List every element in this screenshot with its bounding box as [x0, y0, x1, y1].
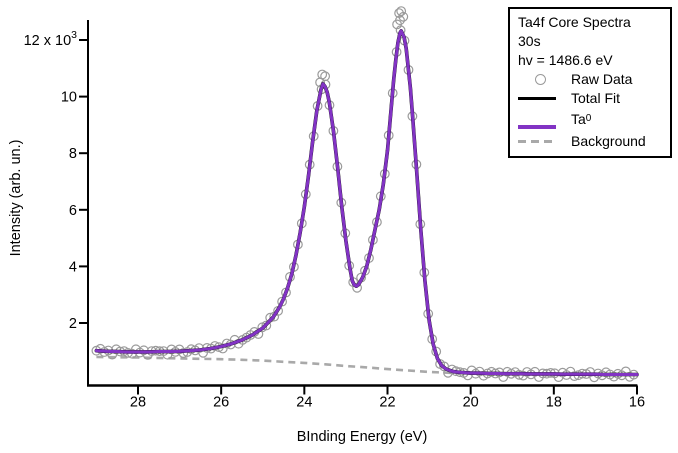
raw-data-point: [398, 11, 409, 22]
x-tick-label: 20: [463, 395, 479, 411]
legend-title-line: Ta4f Core Spectra: [518, 14, 631, 30]
legend-entry-label: Ta: [571, 111, 586, 127]
y-tick-label: 4: [69, 259, 77, 275]
x-tick-label: 28: [130, 395, 146, 411]
legend-line-swatch: [518, 125, 562, 129]
y-tick-text: 6: [69, 203, 77, 219]
y-tick-text: 8: [69, 146, 77, 162]
ta0-fit-line: [94, 29, 639, 377]
line-swatch-icon: [518, 96, 556, 101]
y-axis-title: Intensity (arb. un.): [8, 139, 24, 257]
legend-title-line: 30s: [518, 33, 541, 49]
y-tick-text: 4: [69, 259, 77, 275]
x-tick-label: 22: [379, 395, 395, 411]
dashed-line-swatch-icon: [518, 140, 556, 143]
x-axis-title: BInding Energy (eV): [296, 429, 428, 445]
legend-entry-label: Raw Data: [571, 71, 633, 87]
legend-entry-label: Background: [571, 133, 646, 149]
y-tick-text: 2: [69, 316, 77, 332]
raw-data-point: [395, 15, 405, 26]
y-tick-label: 2: [69, 316, 77, 332]
legend-entry: Total Fit: [518, 89, 664, 108]
x-tick-label: 16: [629, 395, 645, 411]
legend-entry: Background: [518, 132, 664, 151]
x-tick-label: 26: [213, 395, 229, 411]
y-tick-label: 12 x 103: [24, 29, 78, 49]
legend-line-swatch: [518, 96, 562, 101]
legend-circle-marker-icon: [518, 74, 562, 85]
raw-data-point: [261, 320, 272, 331]
raw-data-point: [396, 6, 407, 17]
legend-entry-label: Total Fit: [571, 90, 621, 106]
y-tick-label: 6: [69, 203, 77, 219]
legend-dash-swatch: [518, 140, 562, 143]
legend: Ta4f Core Spectra 30s hv = 1486.6 eV Raw Da…: [508, 7, 672, 158]
legend-entry: Ta 0: [518, 108, 664, 132]
raw-data-point: [320, 71, 331, 82]
raw-data-marker-icon: [534, 74, 546, 85]
background-line: [96, 355, 637, 377]
y-tick-text: 10: [61, 90, 77, 106]
y-tick-exponent: 3: [71, 29, 77, 41]
legend-entry: Raw Data: [518, 70, 664, 89]
y-tick-label: 8: [69, 146, 77, 162]
legend-title-line: hv = 1486.6 eV: [518, 52, 613, 68]
x-tick-label: 24: [296, 395, 312, 411]
y-tick-text: 12 x 10: [24, 33, 72, 49]
line-swatch-icon: [518, 125, 556, 129]
x-tick-label: 18: [546, 395, 562, 411]
legend-entry-superscript: 0: [585, 113, 592, 124]
y-tick-label: 10: [61, 90, 77, 106]
